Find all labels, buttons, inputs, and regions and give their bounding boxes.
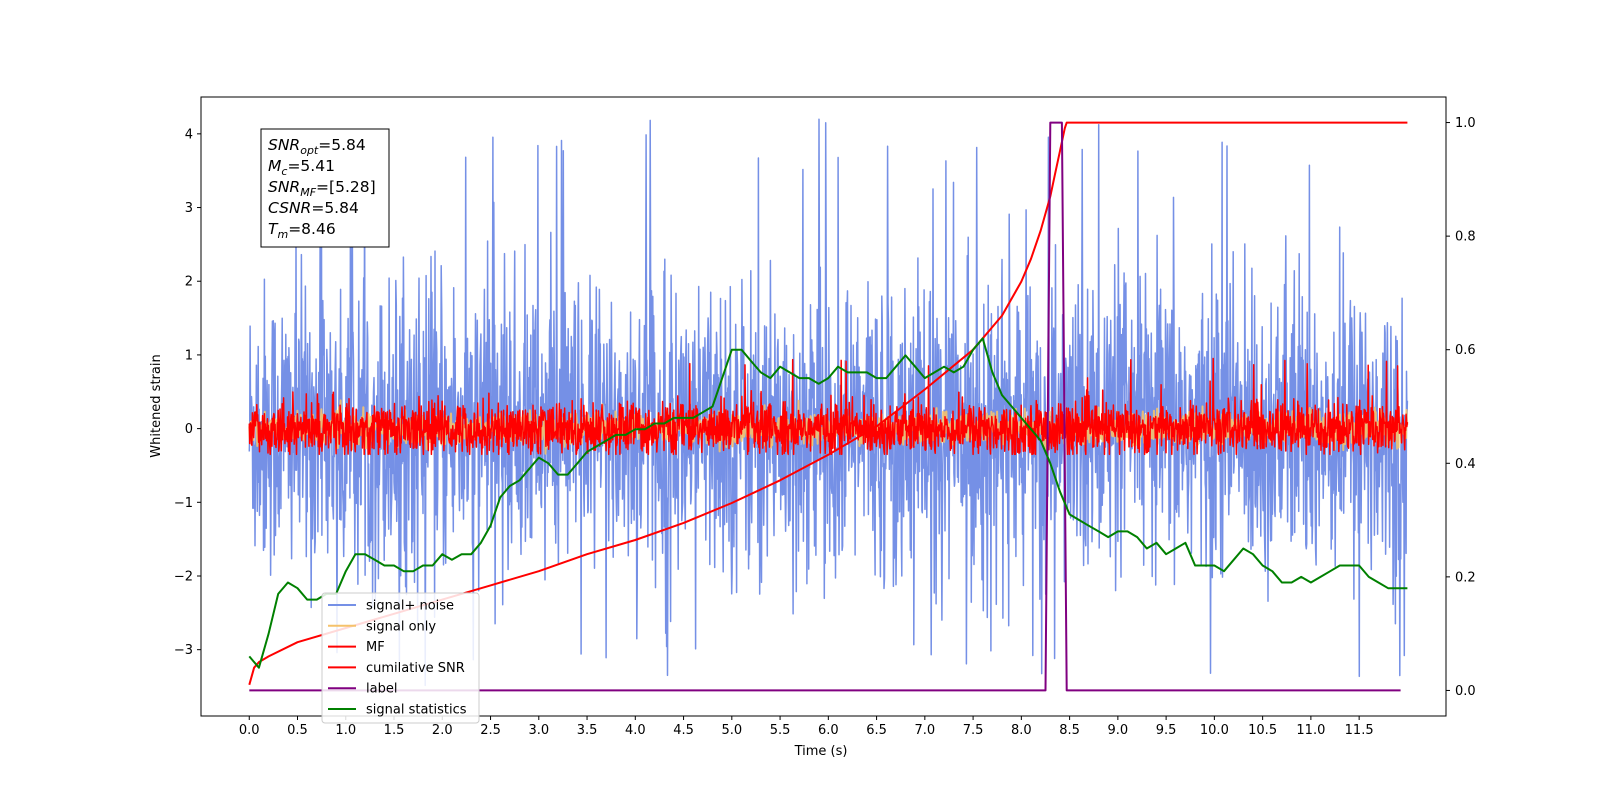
x-tick-label: 2.5 [480, 723, 501, 738]
x-tick-label: 10.0 [1200, 723, 1229, 738]
x-tick-label: 3.5 [577, 723, 598, 738]
x-tick-label: 1.0 [335, 723, 356, 738]
x-tick-label: 6.5 [866, 723, 887, 738]
x-tick-label: 3.0 [528, 723, 549, 738]
x-axis: 0.0 0.5 1.0 1.5 2.0 2.5 3.0 3.5 4.0 4.5 5.0 5.5 6.0 6… [239, 716, 1374, 738]
y-right-tick-label: 0.6 [1455, 343, 1476, 358]
metrics-annotation-line: SNRMF=[5.28] [268, 178, 376, 199]
x-tick-label: 5.0 [721, 723, 742, 738]
y-axis-left-label: Whitened strain [149, 354, 164, 457]
y-left-tick-label: 1 [185, 348, 193, 363]
y-left-tick-label: 3 [185, 201, 193, 216]
y-right-tick-label: 1.0 [1455, 116, 1476, 131]
series-line-label [249, 121, 1401, 692]
legend-label-signal-statistics: signal statistics [366, 703, 467, 718]
x-tick-label: 8.0 [1011, 723, 1032, 738]
y-left-tick-label: 0 [185, 422, 193, 437]
x-tick-label: 0.0 [239, 723, 260, 738]
x-tick-label: 4.5 [673, 723, 694, 738]
metrics-annotation-line: Tm=8.46 [268, 220, 336, 241]
y-right-tick-label: 0.8 [1455, 230, 1476, 245]
y-axis-left: −3 −2 −1 0 1 2 3 4 [174, 127, 201, 658]
y-left-tick-label: 4 [185, 127, 193, 142]
x-tick-label: 0.5 [287, 723, 308, 738]
x-tick-label: 6.0 [818, 723, 839, 738]
x-tick-label: 5.5 [770, 723, 791, 738]
x-tick-label: 4.0 [625, 723, 646, 738]
x-tick-label: 10.5 [1248, 723, 1277, 738]
x-tick-label: 9.0 [1108, 723, 1129, 738]
metrics-annotation-line: SNRopt=5.84 [268, 136, 366, 157]
y-right-tick-label: 0.4 [1455, 457, 1476, 472]
x-tick-label: 11.5 [1345, 723, 1374, 738]
x-tick-label: 9.5 [1156, 723, 1177, 738]
legend-label-label: label [366, 682, 397, 697]
legend: signal+ noise signal only MF cumilative SNR… [321, 592, 480, 724]
x-axis-label: Time (s) [794, 744, 848, 759]
series-line-mf [248, 357, 1409, 456]
y-axis-right: 0.0 0.2 0.4 0.6 0.8 1.0 [1446, 116, 1476, 699]
x-tick-label: 7.5 [963, 723, 984, 738]
series-line-signal-statistics [248, 337, 1408, 669]
metrics-annotation-line: Mc=5.41 [268, 157, 335, 178]
x-tick-label: 7.0 [914, 723, 935, 738]
legend-label-mf: MF [366, 640, 385, 655]
legend-frame [321, 592, 480, 724]
plot-frame [200, 96, 1447, 717]
x-tick-label: 1.5 [384, 723, 405, 738]
y-left-tick-label: 2 [185, 275, 193, 290]
y-right-tick-label: 0.0 [1455, 684, 1476, 699]
metrics-annotation-frame [260, 128, 390, 248]
legend-label-cumilative-snr: cumilative SNR [366, 661, 465, 676]
y-left-tick-label: −2 [174, 569, 193, 584]
legend-label-signal-noise: signal+ noise [366, 599, 454, 614]
x-tick-label: 2.0 [432, 723, 453, 738]
x-tick-label: 8.5 [1059, 723, 1080, 738]
metrics-annotation-line: CSNR=5.84 [268, 199, 359, 217]
legend-label-signal-only: signal only [366, 619, 436, 634]
y-right-tick-label: 0.2 [1455, 570, 1476, 585]
x-tick-label: 11.0 [1296, 723, 1325, 738]
y-left-tick-label: −3 [174, 643, 193, 658]
y-left-tick-label: −1 [174, 496, 193, 511]
